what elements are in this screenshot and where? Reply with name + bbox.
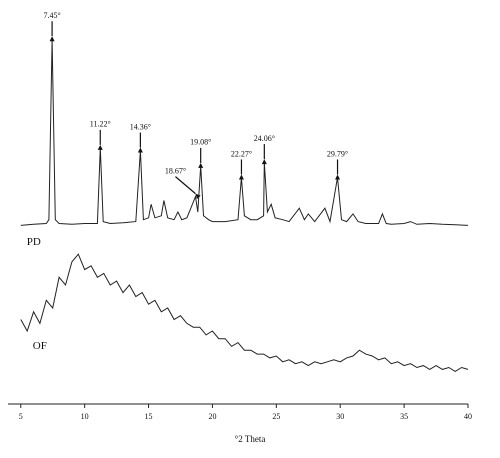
series-label: PD [27,236,41,248]
series-label: OF [33,340,47,352]
arrow-head [335,174,341,180]
annotation-label: 14.36° [130,122,151,131]
x-tick-label: 30 [336,412,344,421]
arrow-head [137,147,143,153]
annotation-label: 11.22° [90,120,111,129]
x-tick-label: 5 [19,412,23,421]
x-axis-label: °2 Theta [235,434,266,444]
x-tick-label: 25 [272,412,280,421]
series-line [20,253,469,372]
x-tick-label: 15 [145,412,153,421]
x-tick-label: 20 [208,412,216,421]
x-tick-label: 35 [400,412,408,421]
arrow-head [261,159,267,165]
annotation-label: 7.45° [43,11,60,20]
annotation-arrow [175,176,196,195]
x-tick-label: 40 [464,412,472,421]
annotation-label: 18.67° [165,166,186,175]
arrow-head [49,36,55,42]
x-tick-label: 10 [81,412,89,421]
arrow-head [238,174,244,180]
annotation-label: 22.27° [231,149,252,158]
annotation-label: 29.79° [327,149,348,158]
annotation-label: 24.06° [254,134,275,143]
arrow-head [97,144,103,150]
series-line [20,39,469,226]
arrow-head [195,193,201,200]
arrow-head [198,162,204,168]
annotation-label: 19.08° [190,138,211,147]
